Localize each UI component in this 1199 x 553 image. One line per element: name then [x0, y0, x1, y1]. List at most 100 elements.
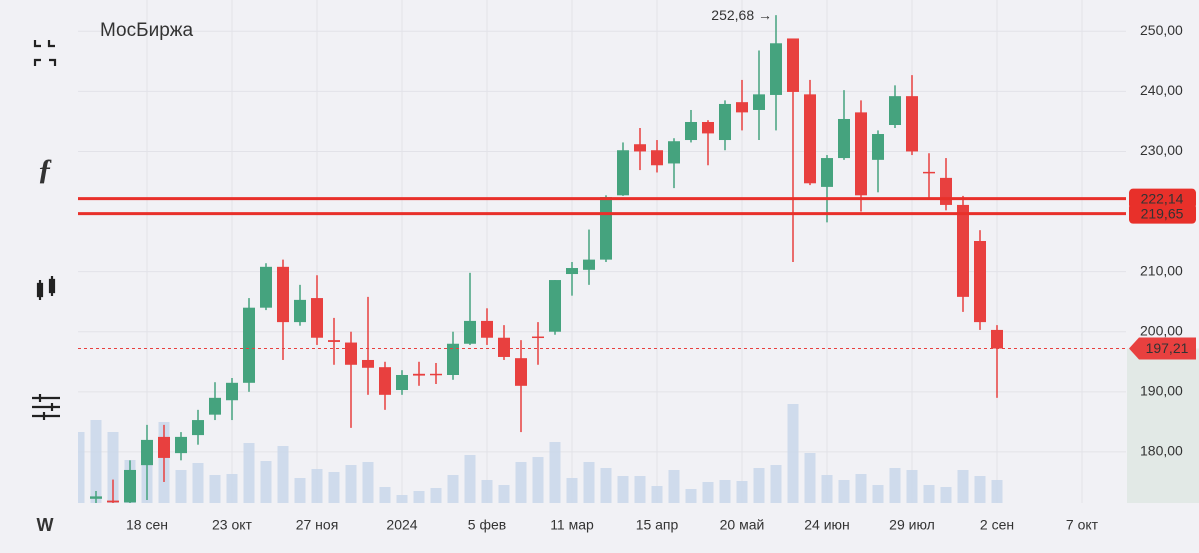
candle-body	[328, 340, 340, 342]
y-tick-label: 210,00	[1140, 262, 1183, 278]
candle-body	[600, 197, 612, 260]
candle-body	[430, 373, 442, 376]
candle-body	[311, 298, 323, 338]
candle-body	[379, 367, 391, 395]
x-tick-label: 15 апр	[636, 517, 679, 533]
candle-body	[532, 336, 544, 339]
candle-body	[243, 307, 255, 383]
candle-body	[566, 268, 578, 275]
candle-body	[447, 343, 459, 375]
x-tick-label: 2024	[386, 517, 417, 533]
volume-bar	[277, 446, 289, 503]
volume-bar	[787, 404, 799, 503]
candle-body	[107, 500, 119, 503]
volume-bar	[413, 491, 425, 503]
candle-body	[515, 358, 527, 386]
volume-bar	[294, 478, 306, 503]
candle-body	[685, 121, 697, 141]
level-label: 219,65	[1141, 205, 1184, 221]
volume-bar	[464, 455, 476, 503]
volume-bar	[549, 442, 561, 503]
level-badge	[1129, 188, 1196, 209]
candle-body	[974, 240, 986, 323]
x-tick-label: 11 мар	[550, 517, 594, 533]
volume-bar	[974, 476, 986, 503]
x-tick-label: 7 окт	[1066, 517, 1099, 533]
volume-bar	[175, 470, 187, 503]
candle-body	[345, 342, 357, 365]
max-label: 252,68 →	[711, 7, 772, 23]
candle-body	[668, 141, 680, 164]
volume-bar	[192, 463, 204, 503]
candle-body	[158, 436, 170, 458]
volume-bar	[634, 476, 646, 503]
x-tick-label: 24 июн	[804, 517, 850, 533]
volume-bar	[991, 480, 1003, 503]
timeframe[interactable]: W	[37, 515, 54, 535]
volume-bar	[804, 453, 816, 503]
volume-bar	[957, 470, 969, 503]
y-tick-label: 190,00	[1140, 383, 1183, 399]
volume-bar	[345, 465, 357, 503]
candle-icon[interactable]	[36, 276, 56, 300]
functions-icon[interactable]: ƒ	[38, 153, 53, 186]
crosshair-icon[interactable]	[33, 40, 57, 66]
volume-bar	[940, 487, 952, 503]
volume-bar	[78, 432, 85, 503]
x-tick-label: 29 июл	[889, 517, 935, 533]
candle-body	[855, 112, 867, 196]
toolbar[interactable]	[32, 40, 60, 420]
volume-bar	[821, 475, 833, 503]
candle-body	[889, 96, 901, 125]
volume-bar	[736, 481, 748, 503]
volume-bar	[328, 472, 340, 503]
candle-body	[651, 150, 663, 166]
candle-body	[124, 469, 136, 503]
candle-body	[753, 94, 765, 110]
x-tick-label: 23 окт	[212, 517, 253, 533]
volume-bar	[838, 480, 850, 503]
settings-icon[interactable]	[32, 394, 60, 420]
y-tick-label: 230,00	[1140, 142, 1183, 158]
candle-body	[396, 374, 408, 391]
chart-title: МосБиржа	[100, 20, 193, 41]
last-price-label: 197,21	[1146, 340, 1189, 356]
volume-bar	[532, 457, 544, 503]
volume-bar	[889, 468, 901, 503]
candle-body	[175, 436, 187, 454]
volume-bar	[498, 485, 510, 503]
volume-bar	[481, 480, 493, 503]
y-tick-label: 200,00	[1140, 322, 1183, 338]
x-tick-label: 20 май	[720, 517, 765, 533]
candle-body	[872, 134, 884, 160]
volume-bar	[311, 469, 323, 503]
volume-bar	[770, 465, 782, 503]
y-tick-label: 240,00	[1140, 82, 1183, 98]
last-price-badge	[1129, 337, 1196, 360]
volume-bar	[872, 485, 884, 503]
candle-body	[991, 329, 1003, 349]
candle-body	[498, 337, 510, 357]
candle-body	[957, 204, 969, 297]
candle-body	[838, 118, 850, 159]
candle-body	[192, 420, 204, 436]
volume-bar	[430, 488, 442, 503]
volume-bar	[906, 470, 918, 503]
candle-body	[770, 43, 782, 95]
candle-body	[362, 359, 374, 368]
candle-body	[940, 177, 952, 205]
volume-bar	[226, 474, 238, 503]
x-tick-label: 27 ноя	[296, 517, 339, 533]
candle-body	[906, 96, 918, 152]
candle-body	[702, 121, 714, 134]
candle-body	[277, 266, 289, 323]
volume-bar	[515, 462, 527, 503]
candle-body	[583, 259, 595, 270]
x-tick-label: 5 фев	[468, 517, 506, 533]
volume-bar	[90, 420, 102, 503]
volume-bar	[566, 478, 578, 503]
candle-body	[804, 94, 816, 184]
candle-body	[294, 299, 306, 323]
